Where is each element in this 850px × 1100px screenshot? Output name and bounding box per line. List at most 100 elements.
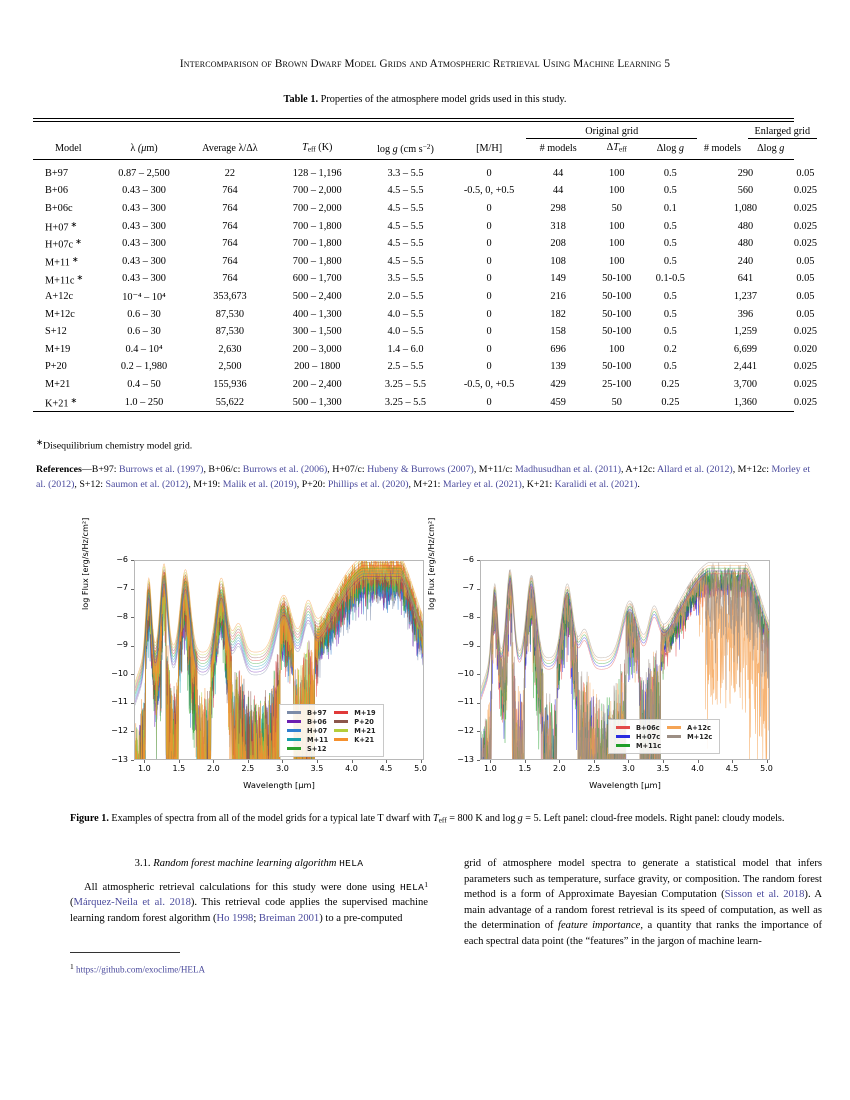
legend-label: H+07 xyxy=(307,726,328,735)
cell-dlogg-original: 0.5 xyxy=(663,361,677,373)
y-tick-mark xyxy=(476,674,480,676)
legend-right[interactable]: B+06c A+12c H+07c M+12c M+11c xyxy=(608,719,721,754)
y-tick-label: −9 xyxy=(462,640,474,650)
x-tick-label: 4.0 xyxy=(345,764,358,773)
cell-nmodels-original: 149 xyxy=(550,273,566,285)
col-lambda: λ (μm) xyxy=(130,142,158,154)
table-row: M+12c 0.6 – 30 87,530 400 – 1,300 4.0 – 5.5 0… xyxy=(33,305,817,323)
y-tick-mark xyxy=(476,702,480,704)
y-tick-mark xyxy=(130,674,134,676)
x-tick-label: 3.5 xyxy=(656,764,670,773)
legend-label: M+21 xyxy=(354,726,376,735)
x-tick-label: 3.5 xyxy=(310,764,324,773)
legend-left[interactable]: B+97 M+19 B+06 P+20 H+07 M+21 M+11 K+21 S+12 xyxy=(279,704,384,757)
cell-model: B+97 xyxy=(45,167,68,179)
cell-nmodels-original: 429 xyxy=(550,379,566,390)
y-tick-label: −11 xyxy=(457,697,474,707)
cell-teff: 400 – 1,300 xyxy=(292,308,342,320)
cell-lambda: 0.43 – 300 xyxy=(122,220,166,232)
x-axis-label-right: Wavelength [μm] xyxy=(589,780,661,790)
x-tick-mark xyxy=(766,760,768,763)
table-caption-text: Properties of the atmosphere model grids… xyxy=(320,94,567,105)
cell-nmodels-original: 139 xyxy=(550,361,566,373)
subsection-heading: 3.1. Random forest machine learning algo… xyxy=(70,856,428,872)
y-tick-mark xyxy=(130,760,134,761)
x-tick-label: 4.5 xyxy=(725,764,739,773)
x-tick-mark xyxy=(386,760,387,763)
cell-lambda: 0.87 – 2,500 xyxy=(118,167,170,179)
cell-avg: 87,530 xyxy=(215,308,245,320)
cell-nmodels-original: 459 xyxy=(550,396,566,408)
cell-dlogg-original: 0.1-0.5 xyxy=(655,273,685,285)
legend-swatch xyxy=(287,720,301,723)
cell-avg: 764 xyxy=(222,238,238,250)
cell-dlogg-original: 0.1 xyxy=(663,203,677,215)
group-header-original-grid: Original grid xyxy=(526,126,698,139)
legend-label: P+20 xyxy=(354,717,374,726)
y-tick-mark xyxy=(130,588,134,590)
legend-swatch xyxy=(616,735,630,738)
cell-avg: 87,530 xyxy=(215,326,245,338)
cell-metallicity: 0 xyxy=(486,308,492,320)
y-tick-label: −13 xyxy=(111,754,128,764)
cell-teff: 128 – 1,196 xyxy=(292,167,342,179)
y-tick-label: −7 xyxy=(116,583,128,593)
cell-logg: 2.0 – 5.5 xyxy=(387,291,424,303)
cell-teff: 700 – 2,000 xyxy=(292,185,342,197)
table-row: M+11 ∗ 0.43 – 300 764 700 – 1,800 4.5 – 5.5 0 1… xyxy=(33,253,817,271)
col-nmodels-original: # models xyxy=(539,142,577,154)
table-row: H+07 ∗ 0.43 – 300 764 700 – 1,800 4.5 – 5.5 0 3… xyxy=(33,217,817,235)
x-tick-mark xyxy=(732,760,733,763)
col-logg: log g (cm s−2) xyxy=(377,141,434,155)
table-row: S+12 0.6 – 30 87,530 300 – 1,500 4.0 – 5.5 0 1… xyxy=(33,323,817,341)
legend-label: S+12 xyxy=(307,744,327,753)
legend-label: H+07c xyxy=(636,732,661,741)
cell-metallicity: 0 xyxy=(486,273,492,285)
cell-lambda: 0.4 – 10⁴ xyxy=(125,343,163,355)
y-tick-label: −6 xyxy=(116,554,128,564)
cell-logg: 4.5 – 5.5 xyxy=(387,220,424,232)
cell-model: H+07 ∗ xyxy=(45,219,78,234)
table-row: M+21 0.4 – 50 155,936 200 – 2,400 3.25 – 5.5… xyxy=(33,376,817,394)
cell-dlogg-original: 0.25 xyxy=(661,379,680,390)
cell-model: M+12c xyxy=(45,308,75,320)
cell-dteff: 25-100 xyxy=(602,379,632,390)
legend-label: B+06 xyxy=(307,717,327,726)
footnote-star-icon: ∗ xyxy=(36,438,44,447)
cell-dlogg-enlarged: 0.05 xyxy=(796,167,815,179)
table-row: B+97 0.87 – 2,500 22 128 – 1,196 3.3 – 5.5 0 4… xyxy=(33,165,817,183)
legend-swatch xyxy=(334,729,349,732)
table-group-header-row: Original grid Enlarged grid xyxy=(33,126,817,139)
table-row: A+12c 10⁻⁴ – 10⁴ 353,673 500 – 2,400 2.0 – 5… xyxy=(33,288,817,306)
cell-nmodels-enlarged: 240 xyxy=(737,255,754,267)
cell-avg: 764 xyxy=(222,203,238,215)
cell-dlogg-enlarged: 0.05 xyxy=(796,291,815,303)
cell-dlogg-enlarged: 0.025 xyxy=(793,326,817,338)
figure-panel-left: log Flux [erg/s/Hz/cm²] Wavelength [μm] … xyxy=(80,518,446,802)
x-tick-label: 1.5 xyxy=(172,764,186,773)
cell-lambda: 1.0 – 250 xyxy=(124,396,164,408)
legend-swatch xyxy=(287,747,301,750)
footnote-url-link[interactable]: https://github.com/exoclime/HELA xyxy=(76,964,206,975)
cell-dteff: 50 xyxy=(611,396,622,408)
y-tick-mark xyxy=(130,617,134,618)
cell-metallicity: 0 xyxy=(486,203,492,215)
cell-avg: 2,500 xyxy=(218,361,242,373)
legend-swatch xyxy=(616,726,630,729)
cell-dteff: 50-100 xyxy=(602,273,632,285)
y-tick-mark xyxy=(476,617,480,618)
legend-swatch xyxy=(287,711,301,714)
x-tick-mark xyxy=(213,760,215,763)
cell-logg: 3.5 – 5.5 xyxy=(387,273,424,285)
x-tick-label: 5.0 xyxy=(414,764,427,773)
cell-nmodels-original: 108 xyxy=(550,255,566,267)
col-teff: Teff (K) xyxy=(302,142,333,154)
y-tick-label: −10 xyxy=(457,668,474,678)
cell-metallicity: -0.5, 0, +0.5 xyxy=(463,185,515,197)
cell-avg: 55,622 xyxy=(215,396,245,408)
y-tick-mark xyxy=(476,731,480,733)
cell-dlogg-original: 0.5 xyxy=(663,308,677,320)
cell-avg: 764 xyxy=(222,273,238,285)
cell-model: S+12 xyxy=(45,326,67,338)
